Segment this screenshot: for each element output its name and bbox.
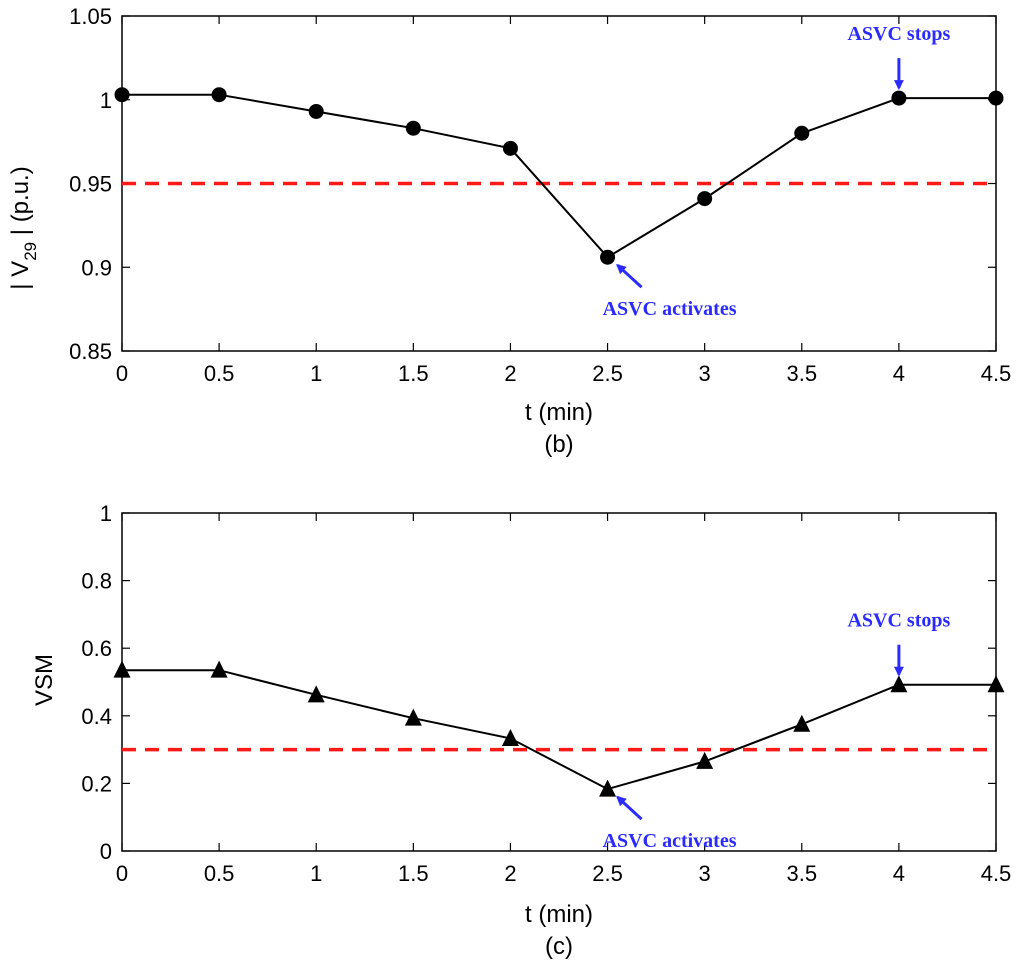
series-line bbox=[122, 669, 996, 791]
x-tick-label: 3.5 bbox=[786, 861, 817, 886]
x-tick-label: 3.5 bbox=[786, 361, 817, 386]
data-point bbox=[890, 675, 908, 693]
x-tick-label: 2.5 bbox=[592, 861, 623, 886]
annotation-label: ASVC activates bbox=[603, 298, 737, 320]
data-point bbox=[696, 751, 714, 769]
svg-text:| V29 | (p.u.): | V29 | (p.u.) bbox=[7, 166, 40, 289]
data-point bbox=[210, 660, 228, 678]
x-tick-label: 2.5 bbox=[592, 361, 623, 386]
x-tick-label: 1.5 bbox=[398, 861, 429, 886]
data-point bbox=[405, 120, 421, 136]
y-tick-label: 1 bbox=[100, 501, 112, 526]
data-point bbox=[308, 103, 324, 119]
data-point bbox=[697, 191, 713, 207]
data-point bbox=[502, 140, 518, 156]
data-point bbox=[404, 708, 422, 726]
y-tick-label: 0 bbox=[100, 839, 112, 864]
x-tick-label: 0.5 bbox=[204, 861, 235, 886]
x-axis-label: t (min) bbox=[525, 901, 593, 928]
x-tick-label: 0 bbox=[116, 861, 128, 886]
y-tick-label: 0.9 bbox=[81, 255, 112, 280]
annotation-label: ASVC stops bbox=[847, 23, 950, 45]
chart-panel-b: | V29 | (p.u.) t (min) (b) 0 0.5 1 1.5 2 2.5 3… bbox=[7, 4, 1011, 458]
x-tick-label: 3 bbox=[699, 861, 711, 886]
y-tick-label: 1 bbox=[100, 88, 112, 113]
x-tick-label: 3 bbox=[699, 361, 711, 386]
data-point bbox=[113, 660, 131, 678]
x-tick-label: 0.5 bbox=[204, 361, 235, 386]
x-tick-label: 4.5 bbox=[981, 861, 1012, 886]
data-point bbox=[891, 90, 907, 106]
data-point bbox=[114, 87, 130, 103]
annotation-label: ASVC activates bbox=[603, 830, 737, 852]
y-tick-label: 0.85 bbox=[69, 339, 112, 364]
x-tick-label: 2 bbox=[504, 361, 516, 386]
y-tick-label: 0.2 bbox=[81, 771, 112, 796]
chart-caption: (c) bbox=[545, 933, 573, 960]
y-tick-label: 1.05 bbox=[69, 4, 112, 29]
y-tick-label: 0.4 bbox=[81, 704, 112, 729]
x-tick-label: 4 bbox=[893, 861, 905, 886]
axes-frame bbox=[121, 512, 997, 852]
chart-caption: (b) bbox=[544, 431, 573, 458]
y-tick-label: 0.6 bbox=[81, 636, 112, 661]
annotation-arrow bbox=[616, 795, 643, 821]
x-tick-label: 1 bbox=[310, 361, 322, 386]
series-line bbox=[122, 93, 996, 259]
data-point bbox=[501, 728, 519, 746]
data-point bbox=[307, 685, 325, 703]
data-point bbox=[988, 90, 1004, 106]
data-point bbox=[211, 87, 227, 103]
data-point bbox=[794, 125, 810, 141]
x-tick-label: 0 bbox=[116, 361, 128, 386]
data-point bbox=[987, 675, 1005, 693]
chart-panel-c: VSM t (min) (c) 0 0.5 1 1.5 2 2.5 3 3.5 4 4.5 0 0.2… bbox=[31, 501, 1011, 960]
y-tick-label: 0.95 bbox=[69, 172, 112, 197]
data-point bbox=[600, 249, 616, 265]
y-tick-label: 0.8 bbox=[81, 569, 112, 594]
y-axis-label: | V29 | (p.u.) bbox=[7, 166, 40, 289]
x-tick-label: 1.5 bbox=[398, 361, 429, 386]
x-tick-label: 2 bbox=[504, 861, 516, 886]
y-axis-label: VSM bbox=[31, 654, 58, 706]
x-tick-label: 1 bbox=[310, 861, 322, 886]
annotation-label: ASVC stops bbox=[847, 610, 950, 632]
x-tick-label: 4 bbox=[893, 361, 905, 386]
annotation-arrow bbox=[616, 263, 643, 289]
data-point bbox=[599, 779, 617, 797]
x-axis-label: t (min) bbox=[525, 399, 593, 426]
data-point bbox=[793, 714, 811, 732]
x-tick-label: 4.5 bbox=[981, 361, 1012, 386]
